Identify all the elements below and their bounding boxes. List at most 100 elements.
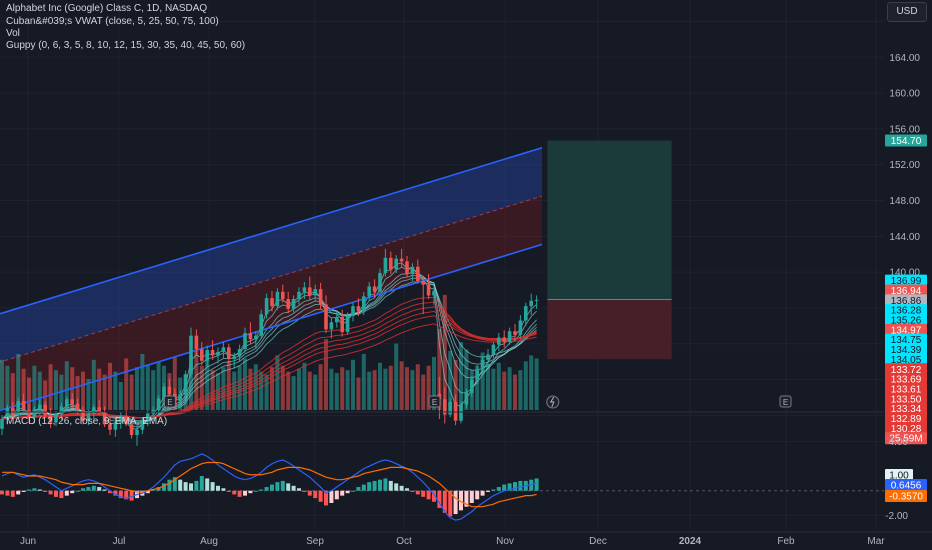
macd-histogram-bar	[410, 490, 415, 492]
candle	[421, 275, 425, 315]
price-tick-label: 148.00	[889, 196, 920, 207]
candle	[140, 417, 145, 435]
volume-bar	[491, 368, 496, 410]
macd-histogram-bar	[372, 480, 377, 491]
candle	[432, 286, 436, 306]
price-label-box	[885, 402, 927, 415]
candle-body	[291, 298, 296, 309]
candle	[335, 311, 339, 328]
indicator-vol-label[interactable]: Vol	[6, 28, 20, 39]
macd-histogram-bar	[27, 489, 31, 491]
macd-axis[interactable]: 4.00 -2.00 1.000.6456-0.3570	[885, 437, 927, 522]
macd-histogram-bar	[16, 490, 21, 495]
indicator-vwat-label[interactable]: Cuban&#039;s VWAT (close, 5, 25, 50, 75,…	[6, 16, 219, 27]
candle-body	[113, 422, 118, 430]
candle-body	[27, 410, 31, 418]
time-axis[interactable]: Jun Jul Aug Sep Oct Nov Dec 2024 Feb Mar	[0, 531, 932, 550]
price-label: 133.50	[885, 392, 927, 405]
candle-body	[5, 408, 10, 419]
volume-bar	[426, 365, 431, 410]
volume-bar	[226, 361, 231, 410]
candle-body	[156, 398, 161, 410]
macd-histogram-bar	[469, 490, 474, 503]
candle-body	[75, 403, 80, 410]
volume-bar	[302, 362, 307, 410]
currency-button[interactable]: USD	[887, 2, 927, 22]
macd-histogram-bar	[313, 490, 318, 499]
price-label-box	[885, 422, 927, 435]
indicator-guppy-label[interactable]: Guppy (0, 6, 3, 5, 8, 10, 12, 15, 30, 35…	[6, 40, 246, 51]
candle	[372, 279, 377, 298]
price-label-value: 132.89	[891, 414, 922, 425]
candle	[297, 287, 301, 305]
candle	[356, 298, 361, 317]
candle	[351, 302, 355, 322]
candle-body	[221, 347, 226, 352]
volume-bar	[205, 359, 210, 410]
candle-body	[335, 316, 339, 323]
macd-histogram-bar	[507, 483, 512, 491]
macd-histogram-bar	[496, 487, 501, 491]
volume-bar	[415, 364, 420, 410]
candle	[329, 317, 334, 339]
price-label-value: 133.72	[891, 365, 922, 376]
price-label-value: 133.61	[891, 384, 922, 395]
price-label: 136.28	[885, 304, 927, 317]
macd-pane	[0, 453, 884, 521]
volume-bar	[437, 328, 442, 410]
candle-body	[362, 296, 366, 312]
macd-histogram-bar	[351, 490, 355, 492]
volume-bar	[448, 351, 453, 410]
macd-histogram-bar	[189, 483, 193, 491]
candle-body	[264, 298, 269, 315]
price-label-box	[885, 392, 927, 405]
macd-histogram-bar	[264, 487, 269, 491]
candle	[464, 388, 469, 409]
candle	[405, 256, 409, 278]
position-tool[interactable]	[547, 140, 672, 360]
price-tick-label: 156.00	[889, 124, 920, 135]
macd-value-label: 1.00	[885, 469, 913, 482]
chart-title[interactable]: Alphabet Inc (Google) Class C, 1D, NASDA…	[6, 3, 208, 14]
macd-histogram-bar	[318, 490, 323, 502]
volume-bar	[64, 361, 69, 410]
price-label: 133.34	[885, 402, 927, 415]
candle-body	[129, 424, 134, 436]
candle	[135, 425, 139, 446]
target-zone	[547, 140, 672, 300]
volume-bar	[140, 353, 145, 410]
macd-label[interactable]: MACD (12, 26, close, 9, EMA, EMA)	[6, 416, 168, 427]
macd-value-label: -0.3570	[885, 490, 927, 503]
macd-histogram-bar	[383, 478, 388, 491]
macd-histogram-bar	[480, 490, 485, 496]
candle	[38, 399, 42, 416]
candle	[302, 281, 307, 299]
candle-body	[513, 331, 517, 335]
macd-value-box	[885, 469, 913, 481]
candle	[507, 327, 512, 345]
macd-histogram-bar	[129, 490, 134, 501]
macd-histogram-bar	[194, 480, 199, 491]
macd-histogram-bar	[399, 485, 404, 491]
volume-bar	[480, 352, 485, 410]
macd-histogram-bar	[302, 490, 307, 492]
candle-body	[405, 261, 409, 274]
price-label: 136.99	[885, 274, 927, 287]
macd-histogram-bar	[253, 490, 258, 492]
candle	[243, 327, 247, 353]
price-label-box	[885, 304, 927, 317]
candle-body	[189, 335, 193, 375]
macd-histogram-bar	[32, 488, 37, 491]
candle	[81, 406, 85, 425]
volume-bar	[410, 370, 415, 410]
candle	[324, 295, 328, 334]
volume-bar	[129, 374, 134, 410]
candle	[102, 406, 107, 428]
candle-body	[216, 351, 220, 356]
candle-body	[200, 349, 204, 361]
volume-bar	[280, 365, 285, 410]
price-label-box	[885, 284, 927, 297]
macd-histogram-bar	[248, 490, 253, 494]
candle	[21, 393, 26, 414]
